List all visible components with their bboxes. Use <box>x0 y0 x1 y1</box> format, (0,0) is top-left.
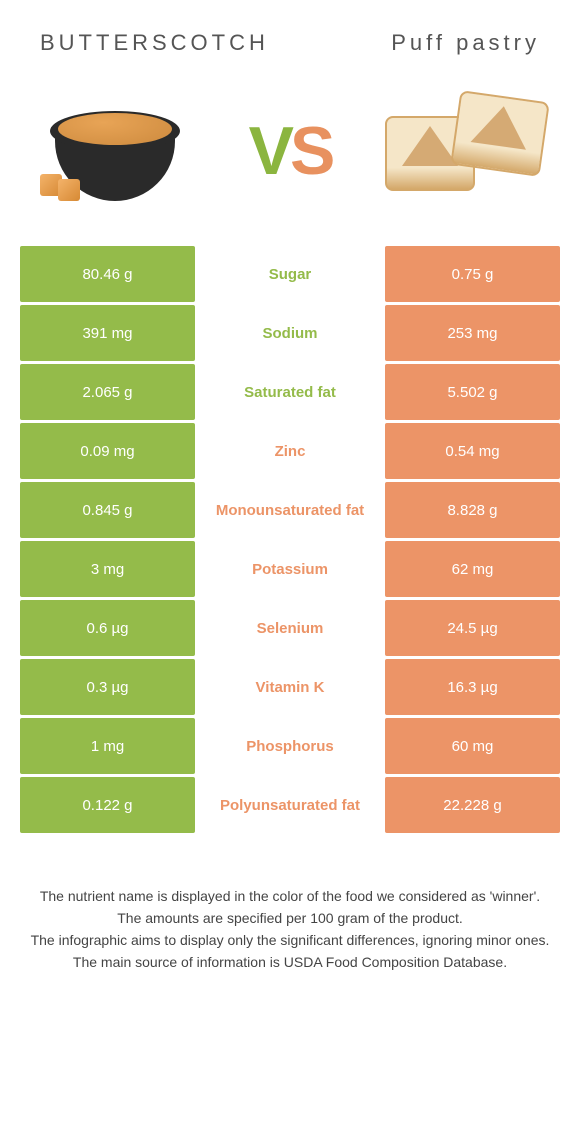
nutrient-label: Selenium <box>195 600 385 656</box>
left-value: 3 mg <box>20 541 195 597</box>
right-value: 8.828 g <box>385 482 560 538</box>
left-value: 0.3 µg <box>20 659 195 715</box>
right-value: 0.54 mg <box>385 423 560 479</box>
table-row: 2.065 gSaturated fat5.502 g <box>20 364 560 420</box>
right-value: 22.228 g <box>385 777 560 833</box>
right-value: 62 mg <box>385 541 560 597</box>
right-food-title: Puff pastry <box>391 30 540 56</box>
right-value: 16.3 µg <box>385 659 560 715</box>
nutrient-label: Polyunsaturated fat <box>195 777 385 833</box>
left-food-title: BUTTERSCOTCH <box>40 30 269 56</box>
footer-line-2: The amounts are specified per 100 gram o… <box>30 908 550 929</box>
footer-line-4: The main source of information is USDA F… <box>30 952 550 973</box>
table-row: 0.6 µgSelenium24.5 µg <box>20 600 560 656</box>
right-value: 5.502 g <box>385 364 560 420</box>
footer-notes: The nutrient name is displayed in the co… <box>0 836 580 994</box>
left-value: 2.065 g <box>20 364 195 420</box>
nutrition-table: 80.46 gSugar0.75 g391 mgSodium253 mg2.06… <box>0 246 580 833</box>
left-value: 0.122 g <box>20 777 195 833</box>
nutrient-label: Vitamin K <box>195 659 385 715</box>
nutrient-label: Potassium <box>195 541 385 597</box>
nutrient-label: Phosphorus <box>195 718 385 774</box>
right-value: 253 mg <box>385 305 560 361</box>
left-value: 80.46 g <box>20 246 195 302</box>
table-row: 1 mgPhosphorus60 mg <box>20 718 560 774</box>
table-row: 0.3 µgVitamin K16.3 µg <box>20 659 560 715</box>
vs-v-letter: V <box>249 113 290 189</box>
table-row: 0.845 gMonounsaturated fat8.828 g <box>20 482 560 538</box>
table-row: 0.122 gPolyunsaturated fat22.228 g <box>20 777 560 833</box>
nutrient-label: Saturated fat <box>195 364 385 420</box>
left-value: 1 mg <box>20 718 195 774</box>
vs-section: VS <box>0 66 580 246</box>
nutrient-label: Zinc <box>195 423 385 479</box>
right-value: 24.5 µg <box>385 600 560 656</box>
puff-pastry-image <box>380 86 550 216</box>
left-value: 0.6 µg <box>20 600 195 656</box>
vs-s-letter: S <box>290 113 331 189</box>
footer-line-3: The infographic aims to display only the… <box>30 930 550 951</box>
header: BUTTERSCOTCH Puff pastry <box>0 0 580 66</box>
vs-label: VS <box>249 112 332 190</box>
left-value: 0.845 g <box>20 482 195 538</box>
table-row: 3 mgPotassium62 mg <box>20 541 560 597</box>
footer-line-1: The nutrient name is displayed in the co… <box>30 886 550 907</box>
nutrient-label: Sodium <box>195 305 385 361</box>
butterscotch-image <box>30 86 200 216</box>
nutrient-label: Sugar <box>195 246 385 302</box>
right-value: 60 mg <box>385 718 560 774</box>
right-value: 0.75 g <box>385 246 560 302</box>
left-value: 0.09 mg <box>20 423 195 479</box>
nutrient-label: Monounsaturated fat <box>195 482 385 538</box>
table-row: 80.46 gSugar0.75 g <box>20 246 560 302</box>
left-value: 391 mg <box>20 305 195 361</box>
table-row: 0.09 mgZinc0.54 mg <box>20 423 560 479</box>
table-row: 391 mgSodium253 mg <box>20 305 560 361</box>
